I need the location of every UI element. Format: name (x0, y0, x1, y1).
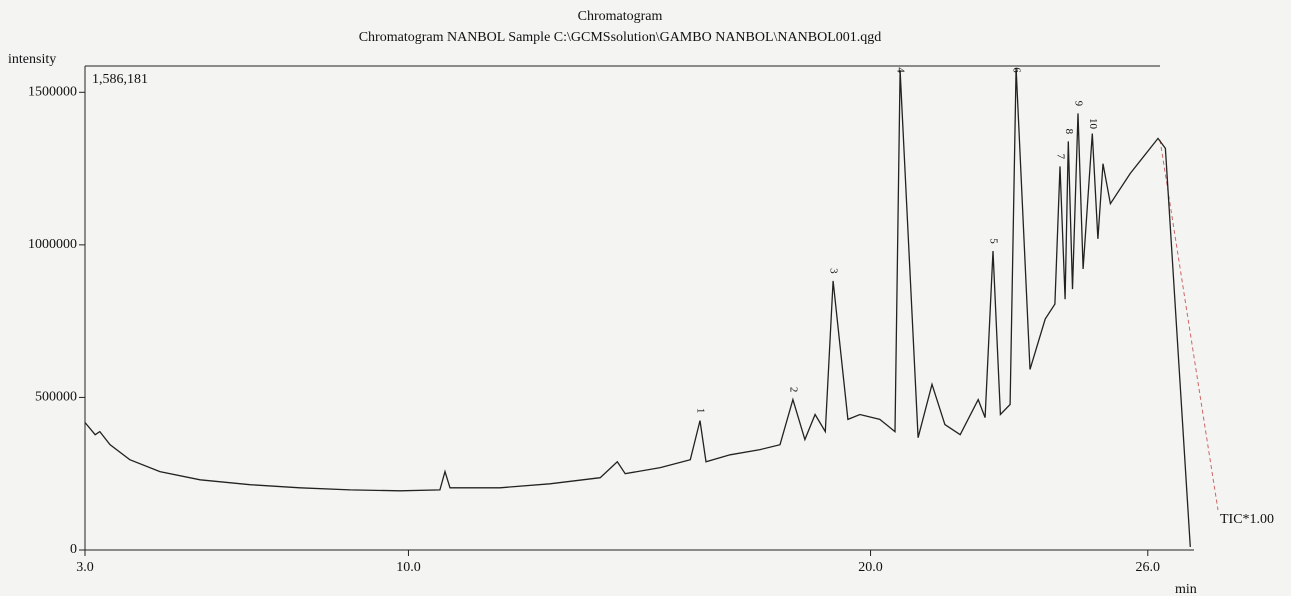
y-axis-label: intensity (8, 52, 56, 67)
chart-subtitle: Chromatogram NANBOL Sample C:\GCMSsoluti… (359, 30, 882, 45)
peak-label: 2 (787, 387, 799, 393)
series-line (84, 67, 1191, 547)
peak-label: 1 (695, 408, 707, 414)
x-tick-label: 20.0 (858, 560, 883, 575)
peak-label: 10 (1087, 118, 1099, 130)
peak-label: 8 (1063, 129, 1075, 135)
peak-label: 6 (1011, 67, 1023, 73)
peak-label: 4 (895, 67, 907, 73)
y-tick-label: 500000 (35, 390, 77, 405)
y-tick-label: 1500000 (28, 85, 77, 100)
y-tick-label: 1000000 (28, 237, 77, 252)
max-label: 1,586,181 (92, 72, 148, 87)
peak-label: 7 (1054, 154, 1066, 160)
y-tick-label: 0 (70, 542, 77, 557)
peak-label: 3 (828, 268, 840, 274)
chart-title: Chromatogram (578, 9, 663, 24)
x-tick-label: 10.0 (396, 560, 421, 575)
legend-label: TIC*1.00 (1220, 512, 1274, 527)
x-axis-label: min (1175, 582, 1197, 596)
peak-label: 5 (987, 238, 999, 244)
peak-label: 9 (1072, 101, 1084, 107)
x-tick-label: 3.0 (76, 560, 94, 575)
x-tick-label: 26.0 (1136, 560, 1161, 575)
